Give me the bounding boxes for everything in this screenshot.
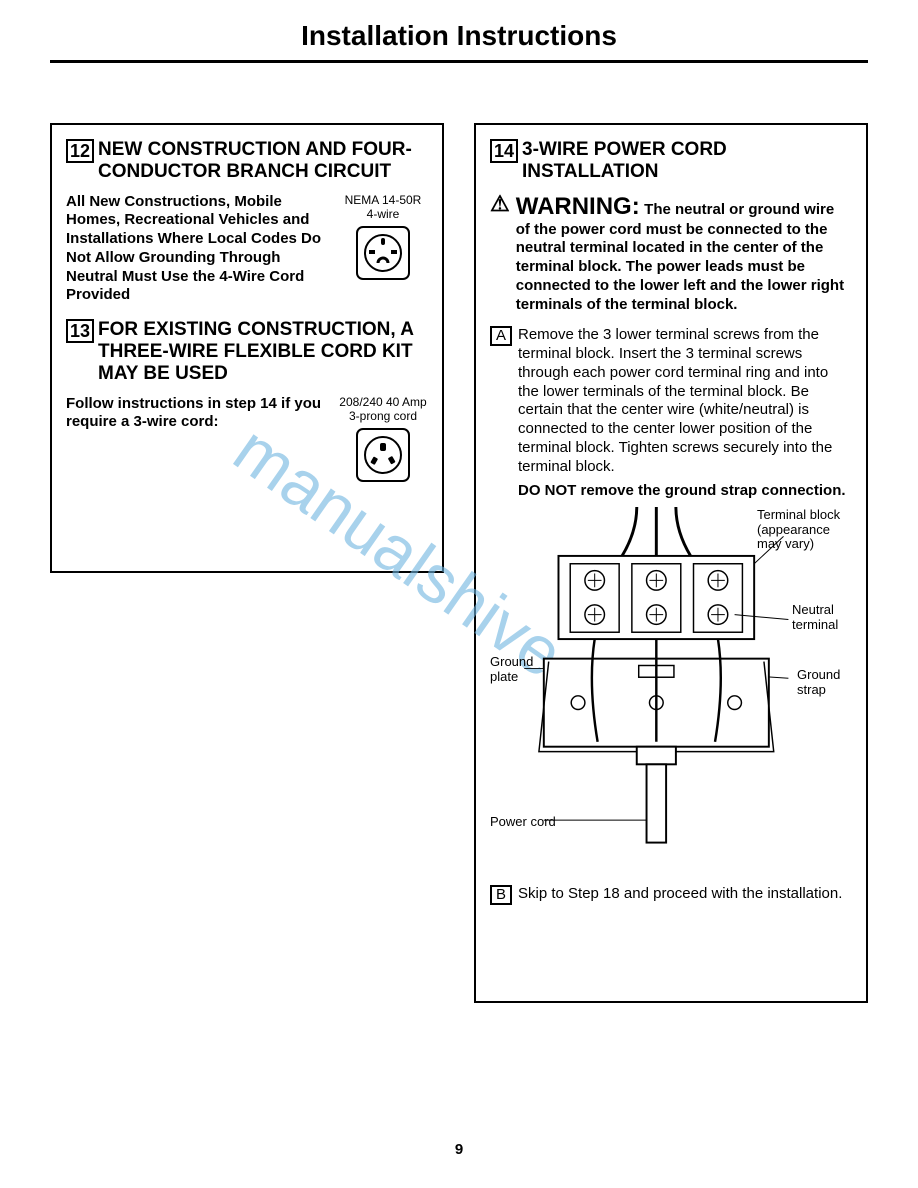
outlet-4wire-label2: 4-wire (338, 207, 428, 221)
label-terminal-block: Terminal block (appearance may vary) (757, 508, 852, 551)
step-12-body: All New Constructions, Mobile Homes, Rec… (66, 193, 328, 306)
substep-b: B Skip to Step 18 and proceed with the i… (490, 885, 852, 905)
warning-triangle-icon: ⚠ (490, 193, 510, 215)
content-columns: 12 NEW CONSTRUCTION AND FOUR-CONDUCTOR B… (50, 123, 868, 1003)
outlet-4wire-label1: NEMA 14-50R (338, 193, 428, 207)
outlet-3wire-label1: 208/240 40 Amp (338, 395, 428, 409)
substep-b-text: Skip to Step 18 and proceed with the ins… (518, 885, 852, 904)
label-power-cord: Power cord (490, 815, 556, 829)
outlet-3wire-icon (355, 427, 411, 483)
outlet-3wire: 208/240 40 Amp 3-prong cord (338, 395, 428, 486)
step-13-heading: 13 FOR EXISTING CONSTRUCTION, A THREE-WI… (66, 319, 428, 385)
right-column: 14 3-WIRE POWER CORD INSTALLATION ⚠ WARN… (474, 123, 868, 1003)
substep-a: A Remove the 3 lower terminal screws fro… (490, 326, 852, 476)
substep-b-letter: B (490, 885, 512, 905)
do-not-text: DO NOT remove the ground strap connectio… (490, 482, 852, 499)
step-13-body-row: Follow instructions in step 14 if you re… (66, 395, 428, 486)
substep-a-letter: A (490, 326, 512, 346)
step-12-heading-text: NEW CONSTRUCTION AND FOUR-CONDUCTOR BRAN… (98, 139, 428, 183)
outlet-3wire-label2: 3-prong cord (338, 409, 428, 423)
label-ground-plate: Ground plate (490, 655, 540, 684)
step-12-heading: 12 NEW CONSTRUCTION AND FOUR-CONDUCTOR B… (66, 139, 428, 183)
step-14-heading-text: 3-WIRE POWER CORD INSTALLATION (522, 139, 852, 183)
step-13-heading-text: FOR EXISTING CONSTRUCTION, A THREE-WIRE … (98, 319, 428, 385)
warning-label: WARNING: (516, 193, 640, 220)
step-14-heading: 14 3-WIRE POWER CORD INSTALLATION (490, 139, 852, 183)
warning-row: ⚠ WARNING: The neutral or ground wire of… (490, 193, 852, 315)
step-13-number: 13 (66, 319, 94, 343)
step-13-body: Follow instructions in step 14 if you re… (66, 395, 328, 486)
label-ground-strap: Ground strap (797, 668, 852, 697)
outlet-4wire-icon (355, 225, 411, 281)
substep-a-text: Remove the 3 lower terminal screws from … (518, 326, 852, 476)
step-12-number: 12 (66, 139, 94, 163)
page-title: Installation Instructions (50, 20, 868, 63)
step-14-number: 14 (490, 139, 518, 163)
left-column: 12 NEW CONSTRUCTION AND FOUR-CONDUCTOR B… (50, 123, 444, 573)
outlet-4wire: NEMA 14-50R 4-wire (338, 193, 428, 306)
step-12-body-row: All New Constructions, Mobile Homes, Rec… (66, 193, 428, 306)
terminal-block-diagram: Terminal block (appearance may vary) Neu… (490, 503, 852, 873)
label-neutral-terminal: Neutral terminal (792, 603, 852, 632)
page-number: 9 (0, 1141, 918, 1158)
